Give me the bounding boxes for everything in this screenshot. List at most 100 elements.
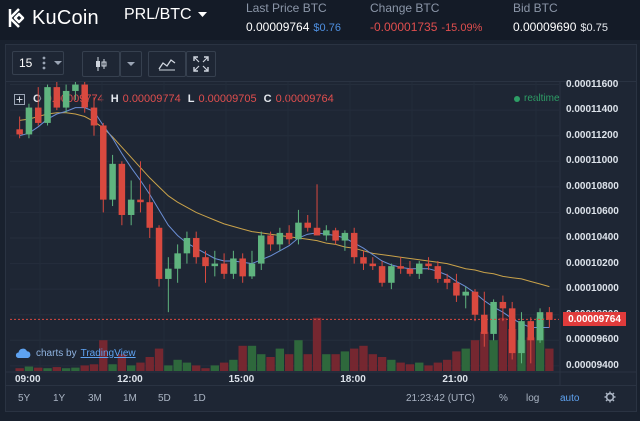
candle-body <box>518 321 525 354</box>
candle-body <box>230 258 237 274</box>
last-price-value: 0.00009764 <box>246 20 310 34</box>
indicators-button[interactable] <box>148 51 186 77</box>
brand-logo[interactable]: KuCoin <box>6 7 99 29</box>
realtime-label: realtime <box>524 93 560 104</box>
fullscreen-icon <box>193 56 209 72</box>
candle-body <box>304 222 311 228</box>
credit-prefix: charts by <box>36 348 77 359</box>
volume-bar <box>359 345 368 371</box>
time-tick-label: 12:00 <box>117 374 143 385</box>
candle-body <box>341 232 349 241</box>
volume-bar <box>415 362 424 371</box>
price-tick-label: 0.00011000 <box>566 155 619 167</box>
volume-bar <box>545 348 554 371</box>
candle-body <box>220 263 228 274</box>
volume-bar <box>433 362 443 371</box>
moving-average-fast <box>19 107 550 328</box>
price-chart[interactable] <box>6 45 636 385</box>
volume-bar <box>99 340 108 371</box>
moving-average-slow <box>19 112 550 288</box>
low-value: 0.00009705 <box>198 93 257 105</box>
range-button-3m[interactable]: 3M <box>88 393 102 404</box>
volume-bar <box>164 365 173 371</box>
candle-body <box>53 87 61 108</box>
candle-body <box>490 301 497 334</box>
volume-bar <box>24 366 34 371</box>
bid-label: Bid BTC <box>513 1 558 15</box>
chart-type-dropdown[interactable] <box>120 51 142 77</box>
fullscreen-button[interactable] <box>186 51 216 77</box>
more-dots-icon <box>42 56 46 70</box>
change-stat: Change BTC -0.00001735 -15.09% <box>370 0 482 34</box>
candle-body <box>276 232 284 245</box>
bottom-bar: 5Y 1Y 3M 1M 5D 1D 21:23:42 (UTC) % log auto <box>6 385 636 412</box>
tradingview-link[interactable]: TradingView <box>80 348 136 359</box>
volume-bar <box>284 354 294 371</box>
candle-body <box>378 266 386 283</box>
volume-bar <box>229 359 238 371</box>
gear-icon[interactable] <box>604 391 616 403</box>
change-label: Change BTC <box>370 1 440 15</box>
range-button-1m[interactable]: 1M <box>123 393 137 404</box>
chart-panel: 15 O 0.00009774 H 0.00009774 L 0.0000970… <box>5 44 637 412</box>
range-button-5d[interactable]: 5D <box>158 393 171 404</box>
candlestick-icon <box>96 57 107 71</box>
volume-bar <box>461 348 470 371</box>
volume-bar <box>294 340 303 371</box>
volume-bar <box>71 367 80 371</box>
candle-body <box>100 125 107 200</box>
volume-bar <box>377 357 387 371</box>
candle-body <box>546 312 553 320</box>
candle-body <box>34 107 42 123</box>
range-button-1y[interactable]: 1Y <box>53 393 66 404</box>
add-indicator-icon[interactable] <box>14 93 25 105</box>
volume-bar <box>145 357 154 371</box>
percent-toggle[interactable]: % <box>499 393 508 404</box>
log-toggle[interactable]: log <box>526 393 540 404</box>
brand-name: KuCoin <box>32 6 99 29</box>
pair-selector[interactable]: PRL/BTC <box>124 6 207 24</box>
bid-usd: $0.75 <box>580 22 608 34</box>
volume-bar <box>387 359 396 371</box>
candle-body <box>415 263 423 274</box>
bid-stat: Bid BTC 0.00009690 $0.75 <box>513 0 608 34</box>
candle-body <box>109 163 116 200</box>
candle-body <box>295 222 302 240</box>
close-label: C <box>263 93 272 105</box>
volume-bar <box>452 351 461 371</box>
time-tick-label: 21:00 <box>442 374 468 385</box>
chart-type-button[interactable] <box>82 51 120 77</box>
last-price-stat: Last Price BTC 0.00009764 $0.76 <box>246 0 341 34</box>
close-value: 0.00009764 <box>275 93 334 105</box>
candle-body <box>81 84 88 108</box>
volume-bar <box>396 362 405 371</box>
volume-bar <box>238 345 247 371</box>
volume-bar <box>489 340 498 371</box>
volume-bar <box>108 364 117 371</box>
kucoin-logo-icon <box>8 8 25 28</box>
high-label: H <box>110 93 119 105</box>
price-tick-label: 0.00009400 <box>566 359 619 371</box>
tradingview-credit[interactable]: charts by TradingView <box>14 348 136 359</box>
time-tick-label: 09:00 <box>14 374 41 385</box>
interval-selector[interactable]: 15 <box>12 51 64 75</box>
low-label: L <box>187 93 195 105</box>
range-button-5y[interactable]: 5Y <box>18 393 31 404</box>
candle-body <box>434 266 442 279</box>
price-tick-label: 0.00011200 <box>566 129 619 141</box>
auto-toggle[interactable]: auto <box>560 393 580 404</box>
caret-down-icon <box>197 12 207 17</box>
candle-body <box>527 321 535 341</box>
candle-body <box>248 263 256 277</box>
caret-down-icon <box>54 60 63 65</box>
volume-bar <box>257 354 266 371</box>
candle-body <box>146 202 154 228</box>
volume-bar <box>340 351 350 371</box>
volume-bar <box>210 365 219 371</box>
volume-bar <box>350 348 359 371</box>
range-button-1d[interactable]: 1D <box>193 393 206 404</box>
volume-bar <box>424 365 433 371</box>
indicators-icon <box>158 59 176 71</box>
volume-bar <box>480 331 489 371</box>
price-tick-label: 0.00010600 <box>566 206 619 218</box>
